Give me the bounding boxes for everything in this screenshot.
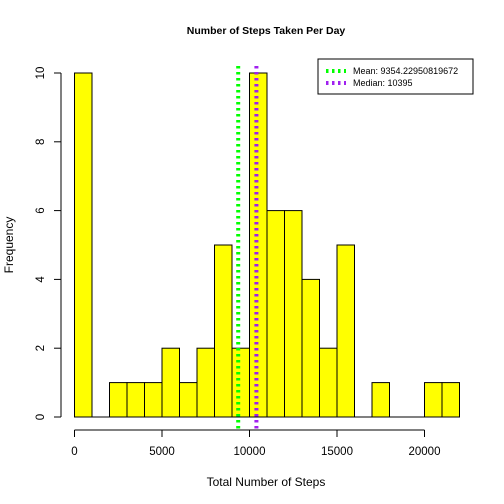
histogram-bar-5 [161,347,180,418]
y-tick-label: 4 [35,276,47,283]
mean-legend-label: Mean: 9354.22950819672 [353,66,458,76]
histogram-bar-0 [74,72,93,418]
y-tick-label: 6 [35,207,47,213]
y-axis-label: Frequency [2,217,16,274]
y-tick-label: 10 [35,67,47,80]
chart-title: Number of Steps Taken Per Day [187,25,346,37]
y-tick-label: 2 [35,345,47,351]
reference-lines-group [236,66,259,429]
y-tick-label: 8 [35,139,47,145]
histogram-bar-20 [424,382,443,418]
x-tick-label: 0 [71,446,77,458]
x-axis-label: Total Number of Steps [207,475,326,489]
y-axis: 0 2 4 6 8 10 [35,67,62,420]
histogram-bar-9 [231,347,250,418]
x-tick-label: 15000 [321,446,353,458]
x-tick-label: 20000 [409,446,441,458]
histogram-bar-7 [196,347,215,418]
histogram-bar-8 [214,244,233,418]
histogram-bar-17 [371,382,390,418]
histogram-bar-15 [336,244,355,418]
legend: Mean: 9354.22950819672 Median: 10395 [317,58,474,95]
bars-group [74,72,460,418]
x-tick-label: 5000 [149,446,175,458]
median-legend-label: Median: 10395 [353,78,413,88]
histogram-bar-11 [266,210,285,418]
histogram-bar-10 [249,72,268,418]
histogram-bar-12 [284,210,303,418]
histogram-bar-6 [179,382,198,418]
histogram-bar-21 [441,382,460,418]
histogram-bar-14 [319,347,338,418]
legend-box [317,58,474,95]
histogram-bar-4 [144,382,163,418]
x-tick-label: 10000 [234,446,266,458]
histogram-bar-13 [301,278,320,418]
histogram-bar-3 [126,382,145,418]
histogram-bar-2 [109,382,128,418]
x-axis: 0 5000 10000 15000 20000 [71,429,441,458]
y-tick-label: 0 [35,414,47,420]
